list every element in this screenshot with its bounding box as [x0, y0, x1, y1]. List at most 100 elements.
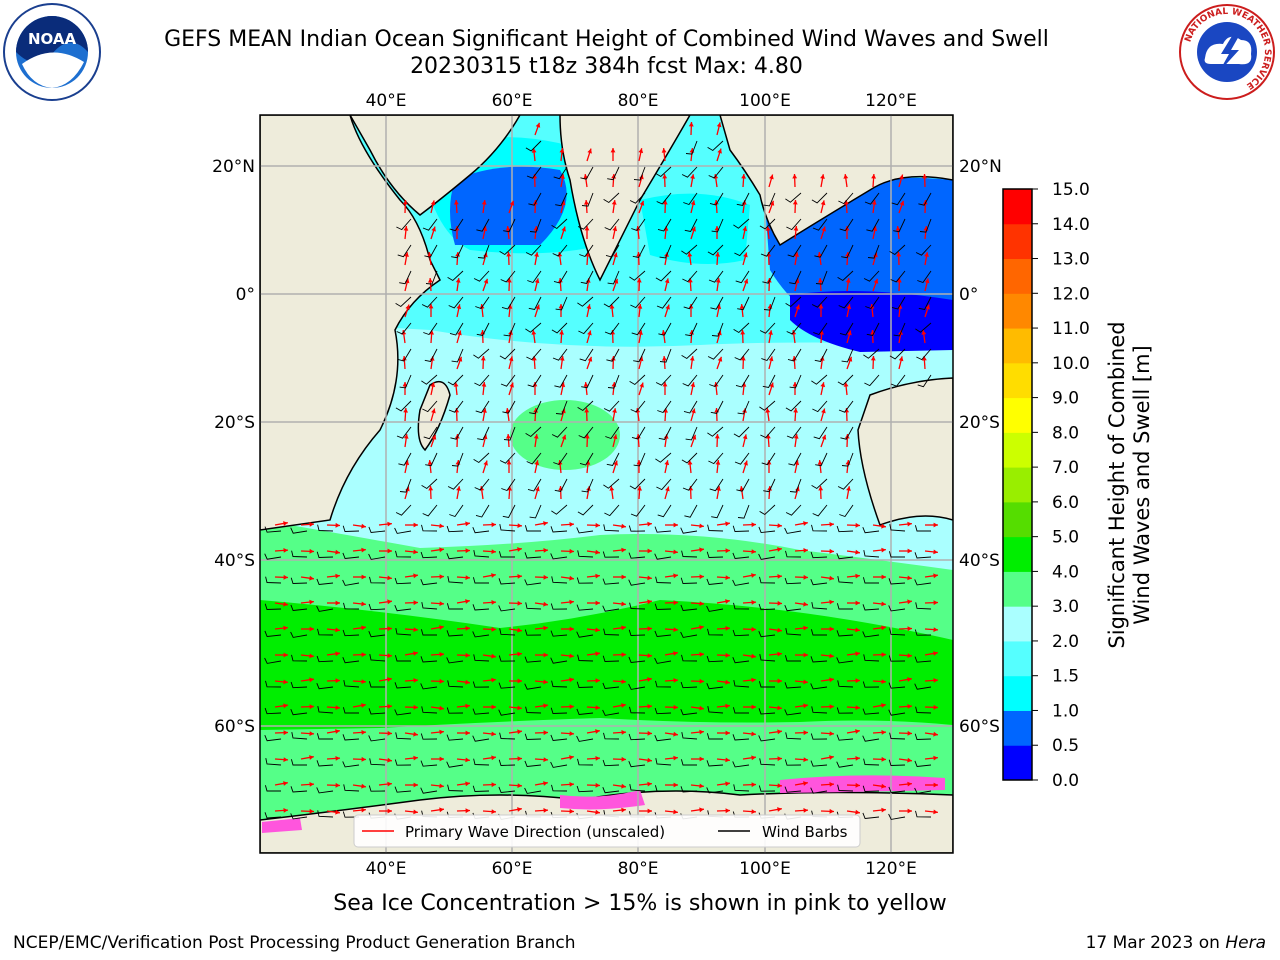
wave-arrow-head	[283, 703, 288, 709]
wind-barb	[889, 348, 906, 360]
wind-barb	[708, 270, 724, 283]
wind-barb	[550, 734, 568, 741]
wave-arrow-head	[925, 304, 930, 310]
wave-arrow-head	[716, 122, 722, 128]
wave-arrow-head	[361, 625, 366, 631]
wave-arrow-head	[647, 808, 652, 814]
wind-barb	[732, 629, 750, 637]
wave-arrow-head	[907, 808, 912, 814]
wave-arrow-head	[639, 200, 645, 206]
wave-arrow-head	[766, 434, 771, 439]
wind-barb	[525, 426, 542, 438]
wave-arrow-head	[793, 408, 798, 413]
wind-barb	[264, 785, 281, 792]
wind-barb	[447, 270, 464, 282]
wave-arrow-head	[335, 809, 340, 815]
wave-arrow-head	[751, 704, 756, 710]
wave-arrow-head	[821, 408, 826, 414]
wind-barb	[654, 526, 672, 533]
wind-barb	[524, 579, 542, 586]
wave-arrow-head	[309, 808, 314, 814]
wave-arrow-head	[387, 757, 392, 763]
wind-barb	[395, 732, 412, 740]
wave-arrow-head	[870, 356, 876, 361]
wind-barb	[914, 733, 932, 740]
wave-arrow-head	[898, 356, 904, 362]
wind-barb	[368, 735, 386, 742]
wave-arrow-head	[803, 574, 808, 580]
wind-barb	[837, 270, 854, 282]
wave-arrow-head	[584, 434, 590, 439]
wave-arrow-head	[673, 573, 678, 579]
wind-barb	[317, 524, 334, 532]
wave-arrow-head	[309, 548, 314, 554]
wave-arrow-head	[431, 434, 437, 440]
wave-arrow-head	[405, 304, 410, 310]
wind-barb	[368, 708, 386, 715]
wave-arrow-head	[803, 601, 808, 607]
wave-arrow-head	[907, 521, 912, 527]
wave-arrow-head	[921, 330, 927, 335]
wind-barb	[394, 605, 412, 612]
wind-barb	[784, 655, 801, 662]
wind-barb	[683, 400, 698, 414]
wave-arrow-head	[716, 304, 722, 310]
wave-arrow-head	[768, 356, 774, 362]
wind-barb	[735, 374, 750, 388]
wave-arrow-head	[439, 729, 444, 735]
wind-barb	[473, 452, 490, 464]
wave-arrow-head	[428, 304, 434, 309]
wind-barb	[841, 348, 854, 363]
wind-barb	[862, 708, 880, 715]
wind-barb	[447, 576, 464, 584]
wind-barb	[680, 709, 698, 716]
wind-barb	[654, 707, 672, 715]
wind-barb	[706, 605, 724, 612]
wind-barb	[526, 452, 542, 465]
colorbar-tick-label: 12.0	[1052, 284, 1090, 304]
wave-arrow-head	[662, 382, 668, 387]
wave-arrow-head	[699, 756, 704, 762]
wind-barb	[707, 348, 724, 360]
wave-arrow-head	[933, 755, 938, 761]
wave-arrow-head	[509, 200, 515, 206]
wind-barb	[264, 630, 282, 637]
wave-arrow-head	[673, 809, 678, 815]
wind-barb	[473, 654, 490, 662]
wave-arrow-head	[610, 148, 616, 153]
wave-arrow-head	[413, 549, 418, 555]
wave-arrow-head	[361, 574, 366, 580]
wind-barb	[265, 680, 282, 688]
wave-arrow-head	[855, 782, 860, 788]
wind-barb	[888, 813, 906, 820]
wind-barb	[290, 813, 308, 820]
wave-arrow-head	[699, 678, 704, 684]
wind-barb	[628, 579, 646, 586]
wind-barb	[814, 348, 828, 363]
wind-barb	[553, 270, 568, 284]
wave-arrow-head	[699, 705, 704, 711]
wave-arrow-head	[587, 356, 593, 362]
wind-barb	[654, 553, 672, 560]
lon-tick-top-100e: 100°E	[739, 91, 791, 111]
wave-arrow-head	[509, 382, 514, 388]
wind-barb	[628, 656, 646, 663]
wave-arrow-head	[612, 226, 618, 232]
colorbar-segment	[1003, 501, 1032, 538]
wind-barb	[472, 527, 490, 534]
wind-barb	[421, 706, 438, 714]
wave-arrow-head	[803, 521, 808, 526]
wind-barb	[706, 551, 724, 558]
map-plot-area	[260, 115, 953, 853]
wind-barb	[655, 680, 672, 688]
wind-barb	[734, 244, 750, 257]
wind-barb	[499, 452, 516, 464]
wave-arrow-head	[517, 678, 522, 684]
wind-barb	[394, 655, 411, 662]
wind-barb	[555, 192, 568, 207]
colorbar-tick-label: 5.0	[1052, 528, 1079, 548]
wind-barb	[603, 628, 620, 636]
wind-barb	[290, 631, 308, 638]
wave-arrow-head	[283, 574, 288, 580]
wave-arrow-head	[715, 278, 721, 283]
